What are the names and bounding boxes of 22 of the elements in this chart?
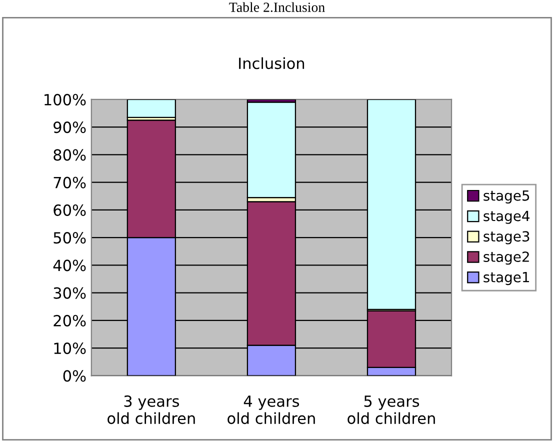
y-tick-label: 10% [54, 342, 86, 354]
y-tick-label: 90% [54, 122, 86, 134]
legend-label: stage3 [484, 231, 530, 244]
y-tick-label: 80% [54, 149, 86, 161]
y-tick-label: 0% [63, 370, 86, 382]
y-tick-label: 30% [54, 287, 86, 299]
bar [126, 99, 176, 118]
legend-label: stage4 [484, 210, 530, 224]
y-tick-label: 20% [54, 314, 86, 326]
y-tick-label: 40% [53, 260, 86, 272]
legend-label: stage1 [484, 272, 529, 286]
x-tick-label: 4 years old children [228, 396, 315, 424]
y-tick-label: 60% [54, 204, 86, 216]
legend-label: stage5 [484, 190, 530, 204]
y-tick-label: 50% [54, 232, 86, 244]
x-tick-label: 3 years old children [108, 395, 195, 424]
caption: Table 2.Inclusion [229, 2, 325, 12]
y-tick-label: 70% [54, 176, 86, 188]
x-tick-label: 5 years old children [348, 396, 435, 424]
y-tick-label: 100% [44, 94, 86, 106]
chart-title: Inclusion [239, 57, 304, 70]
legend-label: stage2 [484, 251, 529, 265]
